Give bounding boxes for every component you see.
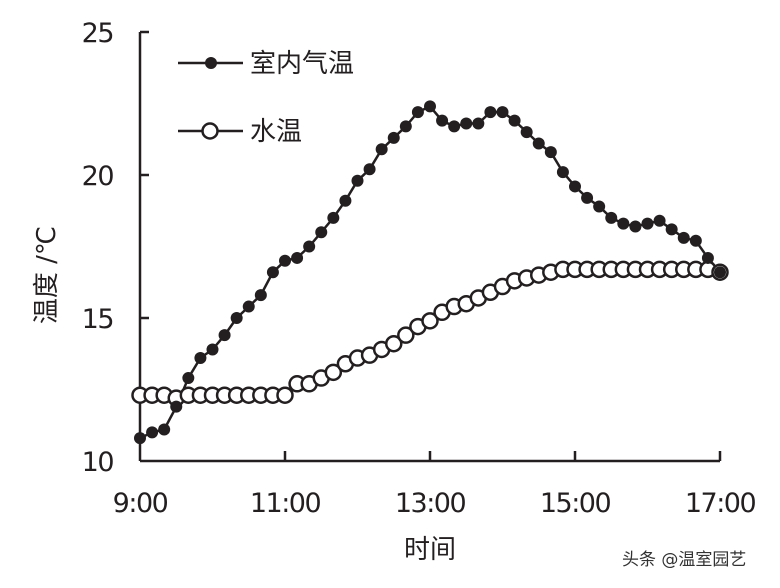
water-temp-point	[421, 312, 439, 330]
indoor-temp-point	[363, 163, 376, 176]
indoor-temp-point	[218, 329, 231, 342]
x-axis-title: 时间	[404, 535, 456, 565]
indoor-temp-point	[206, 343, 219, 356]
indoor-temp-point	[520, 126, 533, 139]
y-axis-title: 温度 /℃	[32, 226, 62, 324]
indoor-temp-point	[653, 214, 666, 227]
indoor-temp-point	[254, 289, 267, 302]
legend-label-indoor: 室内气温	[250, 49, 354, 79]
indoor-temp-point	[303, 240, 316, 253]
indoor-temp-point	[158, 423, 171, 436]
water-temp-point	[324, 363, 343, 382]
indoor-temp-point	[448, 120, 461, 133]
indoor-temp-point	[387, 131, 400, 144]
indoor-temp-point	[714, 266, 726, 279]
indoor-temp-point	[617, 217, 630, 230]
y-tick-label: 20	[82, 161, 114, 192]
indoor-temp-point	[424, 100, 436, 113]
water-temp-markers	[131, 260, 729, 407]
legend-label-water: 水温	[250, 117, 302, 147]
filled-circle-marker-icon	[205, 57, 217, 69]
indoor-temp-point	[375, 143, 388, 156]
indoor-temp-point	[629, 220, 642, 233]
indoor-temp-point	[472, 117, 485, 130]
series-layer	[131, 100, 729, 445]
y-tick-label: 10	[82, 447, 114, 478]
indoor-temp-point	[496, 106, 509, 119]
indoor-temp-point	[230, 312, 243, 324]
indoor-temp-point	[665, 223, 678, 236]
indoor-temp-point	[593, 200, 606, 213]
indoor-temp-point	[484, 106, 497, 119]
indoor-temp-point	[182, 372, 195, 385]
x-axis-ticks: 9:00 11:00 13:00 15:00 17:00	[113, 451, 757, 519]
indoor-temp-point	[242, 300, 255, 313]
indoor-temp-point	[339, 194, 352, 207]
y-axis-ticks: 10 15 20 25	[82, 18, 149, 478]
indoor-temp-point	[436, 114, 449, 127]
indoor-temp-point	[266, 266, 279, 279]
indoor-temp-point	[315, 226, 328, 239]
x-tick-label: 17:00	[685, 488, 756, 519]
legend: 室内气温 水温	[178, 49, 354, 147]
indoor-temp-point	[689, 234, 702, 247]
y-tick-label: 15	[82, 304, 113, 335]
legend-item-indoor-air-temp: 室内气温	[178, 49, 354, 79]
indoor-temp-point	[701, 251, 714, 264]
indoor-temp-point	[170, 400, 183, 413]
indoor-temp-point	[641, 217, 654, 230]
y-tick-label: 25	[82, 18, 113, 49]
water-temp-point	[385, 334, 403, 353]
indoor-temp-point	[508, 114, 521, 127]
indoor-temp-point	[569, 180, 581, 193]
indoor-temp-point	[556, 166, 569, 179]
indoor-temp-point	[327, 211, 340, 224]
indoor-temp-point	[460, 117, 473, 130]
indoor-temp-point	[291, 251, 304, 264]
indoor-temp-point	[194, 352, 207, 365]
indoor-temp-point	[146, 426, 159, 439]
indoor-temp-point	[581, 191, 594, 204]
x-tick-label: 11:00	[250, 488, 321, 519]
indoor-temp-point	[351, 174, 364, 187]
indoor-temp-point	[677, 231, 690, 244]
indoor-temp-point	[532, 137, 545, 150]
water-temp-point	[397, 326, 415, 344]
indoor-temp-point	[605, 211, 618, 224]
indoor-temp-point	[399, 120, 412, 133]
indoor-temp-point	[279, 254, 291, 267]
legend-item-water-temp: 水温	[178, 117, 302, 147]
open-circle-marker-icon	[201, 122, 219, 140]
watermark: 头条 @温室园艺	[622, 550, 747, 570]
indoor-temp-point	[134, 432, 146, 445]
x-tick-label: 13:00	[395, 488, 466, 519]
x-tick-label: 15:00	[540, 488, 611, 519]
axes: 10 15 20 25 9:00 11:00 13:00 15:00 17:00	[82, 18, 757, 519]
x-tick-label: 9:00	[113, 488, 168, 519]
indoor-temp-point	[544, 146, 557, 159]
indoor-temp-markers	[134, 100, 726, 445]
water-temp-point	[276, 386, 294, 404]
indoor-temp-point	[411, 106, 424, 119]
